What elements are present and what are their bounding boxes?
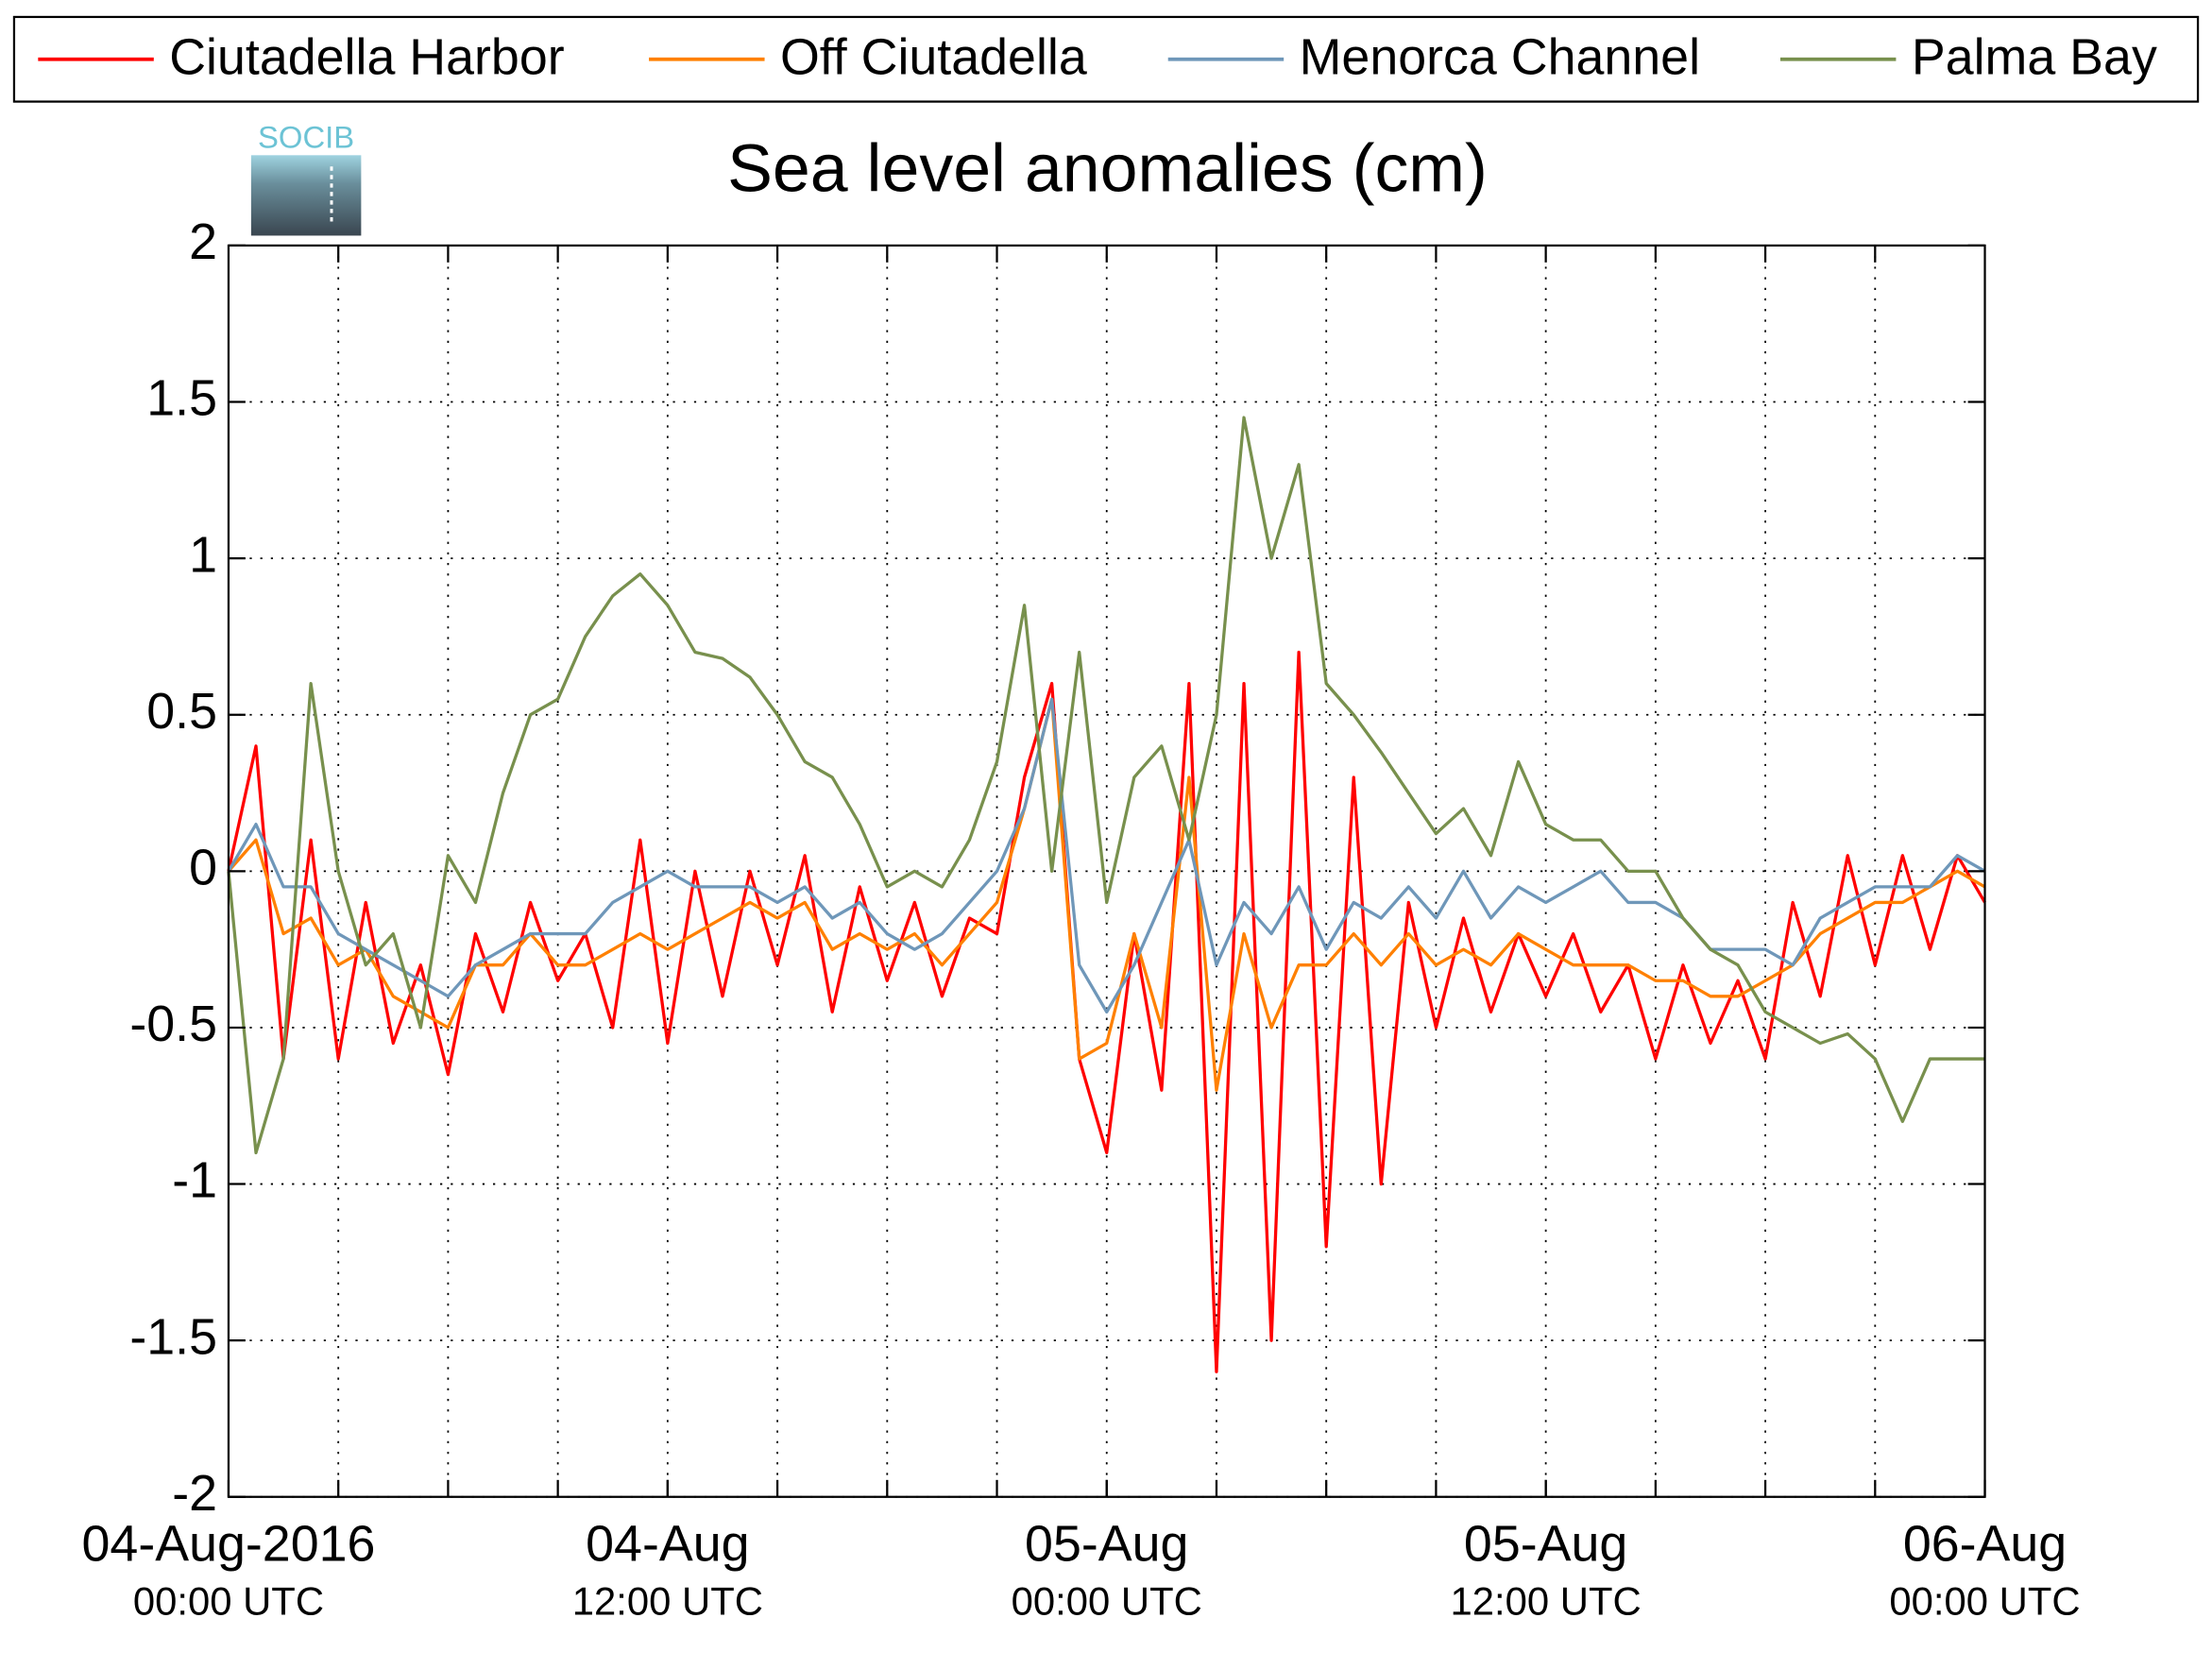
y-tick-label: 0.5	[146, 683, 217, 740]
x-tick-label: 04-Aug-2016	[82, 1516, 376, 1573]
axes: -2 -1.5 -1 -0.5 0 0.5 1 1.5 2 04-Aug-2016 00:00 UT…	[82, 213, 2081, 1623]
x-tick-sublabel: 12:00 UTC	[572, 1578, 763, 1623]
x-tick-label: 05-Aug	[1025, 1516, 1188, 1573]
legend-label: Ciutadella Harbor	[169, 28, 564, 85]
logo-image	[250, 155, 362, 236]
logo-text: SOCIB	[258, 120, 354, 155]
legend: Ciutadella Harbor Off Ciutadella Menorca C…	[38, 28, 2157, 85]
series-line	[227, 697, 1986, 1092]
y-tick-label: -0.5	[129, 996, 217, 1052]
x-tick-label: 06-Aug	[1903, 1516, 2067, 1573]
x-tick-sublabel: 00:00 UTC	[133, 1578, 324, 1623]
x-tick-sublabel: 00:00 UTC	[1889, 1578, 2080, 1623]
y-tick-label: -2	[172, 1465, 217, 1522]
y-tick-label: 0	[189, 840, 217, 896]
x-tick-sublabel: 00:00 UTC	[1012, 1578, 1202, 1623]
legend-label: Palma Bay	[1912, 28, 2157, 85]
legend-label: Menorca Channel	[1300, 28, 1700, 85]
grid	[228, 245, 1985, 1498]
y-tick-label: 1.5	[146, 370, 217, 427]
y-tick-label: -1	[172, 1152, 217, 1209]
series-line	[227, 416, 1985, 1155]
chart-title: Sea level anomalies (cm)	[727, 131, 1488, 207]
x-tick-label: 04-Aug	[586, 1516, 749, 1573]
y-tick-label: 2	[189, 213, 217, 270]
y-tick-label: -1.5	[129, 1308, 217, 1365]
y-tick-label: 1	[189, 526, 217, 583]
x-tick-sublabel: 12:00 UTC	[1451, 1578, 1642, 1623]
lines	[227, 416, 1986, 1373]
legend-label: Off Ciutadella	[780, 28, 1087, 85]
x-tick-label: 05-Aug	[1464, 1516, 1627, 1573]
